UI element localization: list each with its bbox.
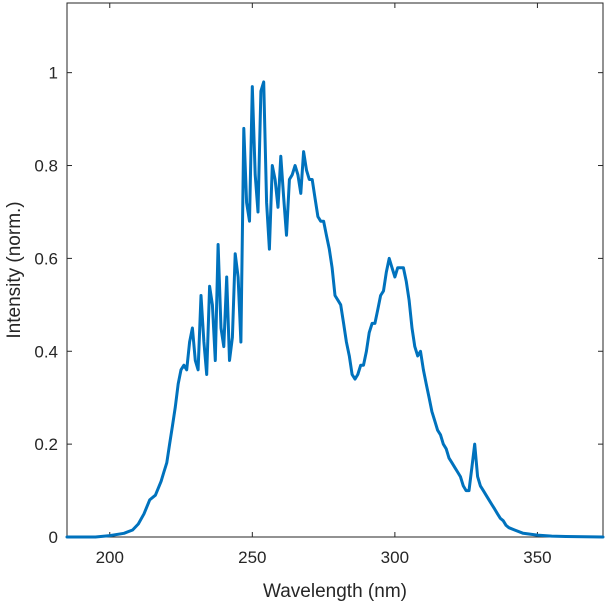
x-axis-label: Wavelength (nm) — [263, 581, 407, 602]
x-tick-label: 350 — [523, 548, 551, 567]
tick-labels: 200 250 300 350 0 0.2 0.4 0.6 0.8 1 — [34, 64, 551, 567]
x-tick-label: 300 — [381, 548, 409, 567]
spectrum-line — [65, 80, 605, 539]
plot-area — [66, 2, 604, 538]
x-tick-label: 200 — [96, 548, 124, 567]
series-group — [65, 80, 605, 539]
y-tick-label: 0.6 — [34, 249, 58, 268]
axis-ticks — [67, 3, 603, 538]
y-tick-label: 1 — [49, 64, 58, 83]
y-tick-label: 0.2 — [34, 435, 58, 454]
y-tick-label: 0.8 — [34, 157, 58, 176]
x-tick-label: 250 — [238, 548, 266, 567]
y-tick-label: 0.4 — [34, 342, 58, 361]
y-axis-label: Intensity (norm.) — [4, 201, 25, 338]
y-tick-label: 0 — [49, 528, 58, 547]
